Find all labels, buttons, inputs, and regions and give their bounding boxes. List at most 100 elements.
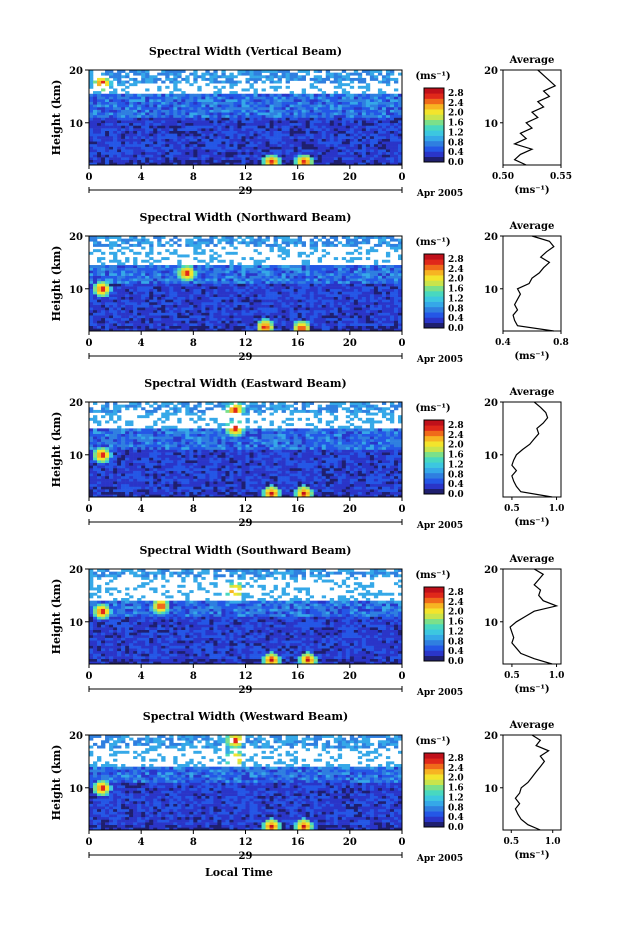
heatmap-cell <box>145 133 150 137</box>
heatmap-cell <box>121 304 126 308</box>
heatmap-cell <box>293 138 298 142</box>
heatmap-cell <box>221 299 226 303</box>
heatmap-cell <box>345 238 351 242</box>
heatmap-cell <box>341 317 347 321</box>
heatmap-cell <box>369 272 375 276</box>
heatmap-cell <box>209 149 214 153</box>
heatmap-cell <box>381 236 387 239</box>
heatmap-cell <box>233 146 238 150</box>
heatmap-cell <box>381 125 387 129</box>
heatmap-cell <box>277 243 282 247</box>
heatmap-cell <box>181 291 186 295</box>
heatmap-cell <box>265 99 270 102</box>
heatmap-cell <box>377 291 383 295</box>
heatmap-cell <box>313 135 319 139</box>
heatmap-cell <box>157 138 162 142</box>
heatmap-cell <box>213 106 218 110</box>
y-tick-label: 20 <box>69 232 83 243</box>
heatmap-cell <box>109 236 114 239</box>
heatmap-cell <box>357 328 363 332</box>
heatmap-cell <box>169 278 174 282</box>
heatmap-cell <box>293 141 298 145</box>
heatmap-cell <box>269 249 274 253</box>
heatmap-cell <box>265 238 270 242</box>
heatmap-cell <box>193 257 198 261</box>
heatmap-cell <box>269 494 274 498</box>
heatmap-cell <box>217 291 222 295</box>
heatmap-cell <box>109 80 114 84</box>
heatmap-cell <box>173 325 178 329</box>
heatmap-cell <box>173 283 178 287</box>
heatmap-cell <box>305 72 310 76</box>
heatmap-cell <box>101 251 106 255</box>
heatmap-cell <box>301 143 306 147</box>
heatmap-cell <box>249 146 254 150</box>
heatmap-cell <box>297 325 302 329</box>
heatmap-cell <box>361 241 367 245</box>
heatmap-cell <box>257 128 262 131</box>
heatmap-cell <box>249 135 254 139</box>
heatmap-cell <box>329 494 335 498</box>
heatmap-cell <box>109 117 114 121</box>
heatmap-cell <box>365 286 371 290</box>
heatmap-cell <box>389 112 395 116</box>
heatmap-cell <box>333 325 339 329</box>
heatmap-cell <box>117 272 122 276</box>
heatmap-cell <box>125 128 130 131</box>
heatmap-cell <box>169 151 174 155</box>
heatmap-cell <box>201 135 206 139</box>
heatmap-cell <box>361 272 367 276</box>
heatmap-cell <box>89 325 94 329</box>
heatmap-cell <box>217 315 222 319</box>
heatmap-cell <box>329 267 335 271</box>
heatmap-cell <box>349 112 355 116</box>
heatmap-cell <box>89 143 94 147</box>
heatmap-cell <box>353 72 359 76</box>
heatmap-cell <box>113 141 118 145</box>
heatmap-cell <box>301 275 306 279</box>
heatmap-cell <box>349 278 355 282</box>
heatmap-cell <box>365 93 371 97</box>
heatmap-cells <box>89 236 403 332</box>
heatmap-cell <box>205 162 210 166</box>
heatmap-cell <box>257 296 262 300</box>
y-tick-label: 10 <box>69 285 83 296</box>
heatmap-cell <box>101 257 106 261</box>
heatmap-cell <box>189 154 194 158</box>
heatmap-cell <box>125 146 130 150</box>
heatmap-cell <box>197 280 202 284</box>
heatmap-cell <box>225 328 230 332</box>
heatmap-cell <box>397 238 403 242</box>
heatmap-cell <box>245 120 250 124</box>
heatmap-cell <box>345 143 351 147</box>
heatmap-cell <box>93 154 98 158</box>
heatmap-cell <box>337 307 343 311</box>
heatmap-cell <box>345 104 351 108</box>
heatmap-cell <box>149 262 154 266</box>
heatmap-cell <box>213 77 218 81</box>
heatmap-cell <box>125 104 130 108</box>
heatmap-cell <box>329 315 335 319</box>
heatmap-cell <box>121 291 126 295</box>
heatmap-cell <box>113 315 118 319</box>
heatmap-cell <box>165 288 170 292</box>
heatmap-cell <box>337 120 343 124</box>
heatmap-cell <box>173 157 178 161</box>
colorbar-cell <box>424 254 444 260</box>
heatmap-cell <box>109 91 114 95</box>
heatmap-cell <box>101 99 106 102</box>
heatmap-cell <box>193 325 198 329</box>
heatmap-cell <box>113 96 118 100</box>
heatmap-cell <box>213 157 218 161</box>
heatmap-cell <box>329 272 335 276</box>
heatmap-cell <box>253 270 258 274</box>
heatmap-cell <box>109 317 114 321</box>
heatmap-cell <box>257 328 262 332</box>
heatmap-cell <box>157 112 162 116</box>
heatmap-cell <box>209 296 214 300</box>
heatmap-cell <box>257 275 262 279</box>
heatmap-cell <box>377 157 383 161</box>
heatmap-cell <box>217 122 222 126</box>
heatmap-cell <box>325 291 331 295</box>
heatmap-cell <box>297 280 302 284</box>
